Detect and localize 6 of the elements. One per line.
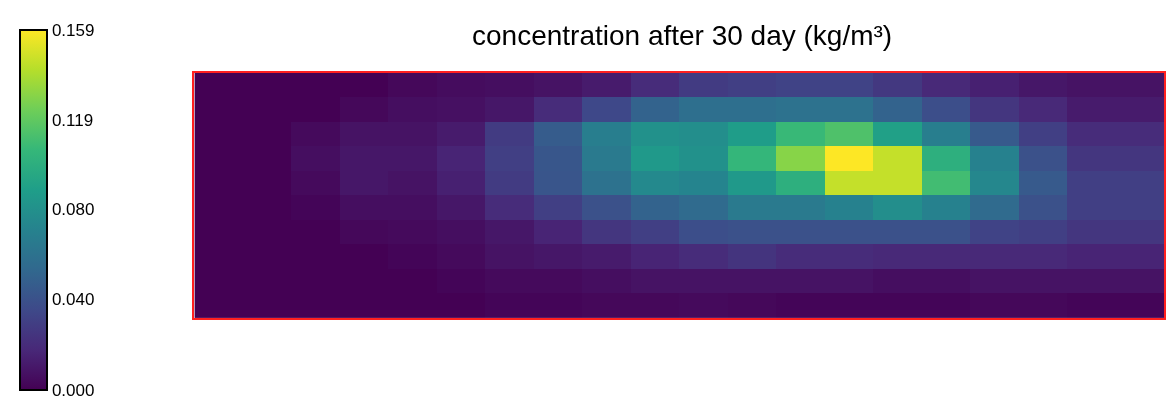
color-bar-label: 0.000: [51, 380, 95, 400]
color-bar-label: 0.159: [51, 20, 95, 40]
color-bar-label: 0.040: [51, 290, 95, 310]
color-bar-label: 0.080: [51, 199, 95, 219]
color-bar-label: 0.119: [51, 111, 94, 131]
chart-title: concentration after 30 day (kg/m³): [472, 20, 893, 52]
